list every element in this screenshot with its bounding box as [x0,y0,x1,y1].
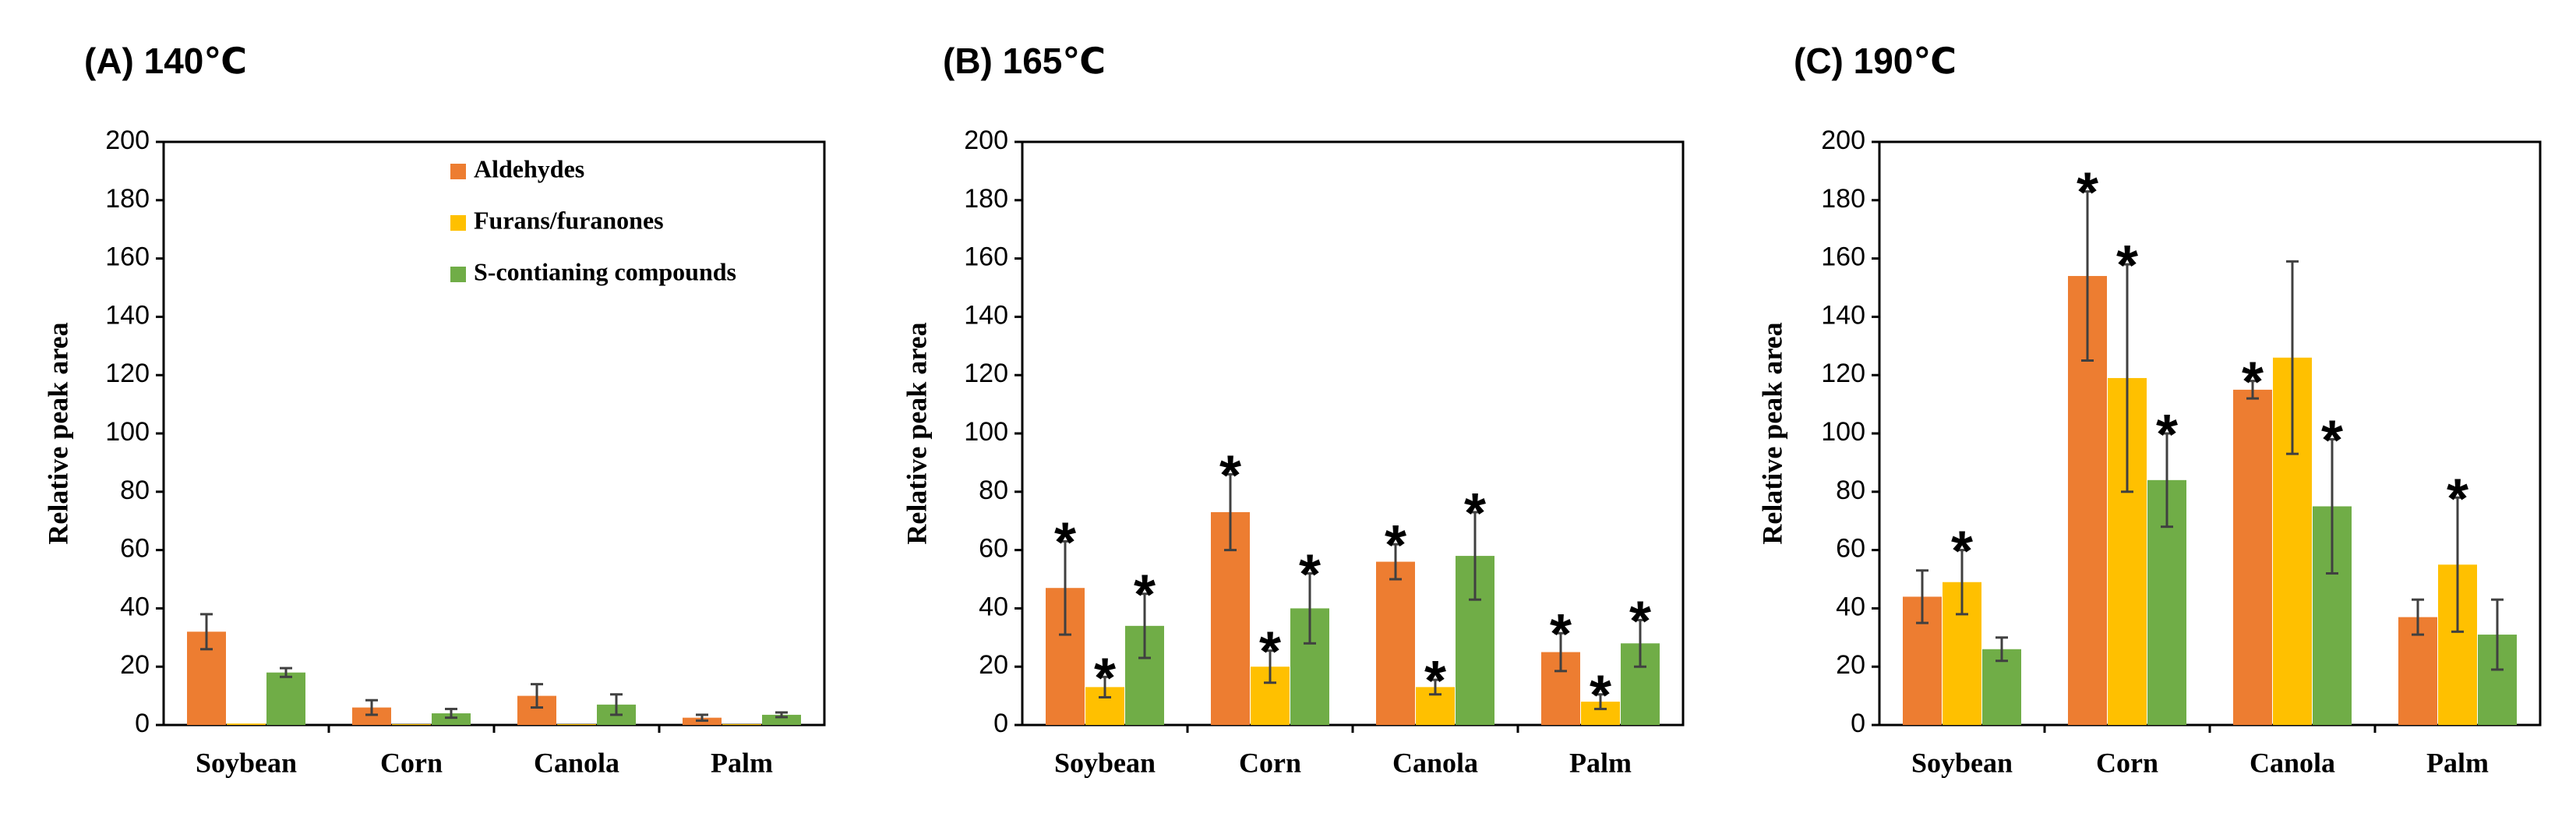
y-tick-label: 200 [1821,126,1865,155]
chart-panel-2: (C) 190℃ 0 20 40 60 80 100 120 140 160 180 200 Relat… [1756,41,2542,778]
significance-marker: * [2116,235,2138,297]
y-tick-label: 200 [964,126,1008,155]
bar-s-contianing-compounds-soybean [266,672,305,725]
legend-swatch [450,215,466,231]
x-category-label: Soybean [1911,747,2013,778]
bar-aldehydes-canola [1376,561,1415,725]
x-category-label: Corn [1239,747,1301,778]
y-tick-label: 40 [1836,592,1865,621]
y-tick-label: 40 [120,592,150,621]
significance-marker: * [1094,647,1116,709]
bar-furans-furanones-corn [392,723,431,725]
y-tick-label: 60 [120,534,150,564]
panel-title: (C) 190℃ [1794,41,1957,81]
y-tick-label: 160 [1821,242,1865,272]
significance-marker: * [1219,444,1241,507]
y-tick-label: 40 [979,592,1008,621]
legend-swatch [450,164,466,179]
significance-marker: * [1134,564,1156,627]
y-tick-label: 80 [979,476,1008,505]
x-category-label: Palm [711,747,773,778]
plot-frame [1021,140,1685,727]
y-tick-label: 180 [105,184,150,214]
bar-s-contianing-compounds-corn [432,713,471,725]
significance-marker: * [1054,511,1076,574]
y-tick-label: 120 [964,359,1008,388]
y-tick-label: 120 [105,359,150,388]
y-tick-label: 100 [105,417,150,447]
y-axis-label: Relative peak area [42,322,73,544]
panel-title: (A) 140℃ [84,41,247,81]
y-tick-label: 20 [979,650,1008,680]
significance-marker: * [1259,621,1281,684]
bar-furans-furanones-palm [722,723,761,725]
x-category-label: Palm [2426,747,2489,778]
significance-marker: * [1424,650,1446,713]
x-category-label: Corn [2096,747,2158,778]
x-category-label: Canola [534,747,619,778]
legend-swatch [450,267,466,282]
x-category-label: Soybean [1054,747,1156,778]
legend-label: Aldehydes [474,154,584,182]
y-tick-label: 140 [105,300,150,330]
significance-marker: * [1590,665,1611,727]
y-tick-label: 20 [120,650,150,680]
y-tick-label: 140 [964,300,1008,330]
y-tick-label: 160 [964,242,1008,272]
significance-marker: * [2321,409,2343,472]
bar-furans-furanones-canola [557,723,596,725]
significance-marker: * [2156,404,2178,466]
significance-marker: * [1629,590,1651,652]
y-axis-label: Relative peak area [1756,322,1787,544]
y-tick-label: 20 [1836,650,1865,680]
y-tick-label: 0 [1851,709,1865,738]
chart-panel-1: (B) 165℃ 0 20 40 60 80 100 120 140 160 180 200 Relat… [901,41,1685,778]
bar-s-contianing-compounds-palm [762,714,801,725]
legend-label: Furans/furanones [474,206,664,234]
chart-panel-0: (A) 140℃ 0 20 40 60 80 100 120 140 160 180 200 Relat… [42,41,826,778]
bar-aldehydes-canola [2233,389,2272,725]
y-tick-label: 80 [120,476,150,505]
panel-title: (B) 165℃ [943,41,1106,81]
bar-furans-furanones-soybean [227,723,266,725]
significance-marker: * [1299,544,1321,607]
y-tick-label: 120 [1821,359,1865,388]
significance-marker: * [2242,352,2264,414]
y-tick-label: 60 [979,534,1008,564]
significance-marker: * [1550,603,1572,666]
y-tick-label: 200 [105,126,150,155]
bar-aldehydes-corn [352,707,391,725]
significance-marker: * [2447,468,2468,530]
x-category-label: Canola [1392,747,1478,778]
x-category-label: Palm [1569,747,1632,778]
y-tick-label: 60 [1836,534,1865,564]
x-category-label: Corn [380,747,443,778]
significance-marker: * [2077,162,2098,225]
significance-marker: * [1951,521,1973,583]
y-axis-label: Relative peak area [901,322,932,544]
y-tick-label: 0 [993,709,1008,738]
y-tick-label: 100 [964,417,1008,447]
significance-marker: * [1464,483,1486,545]
significance-marker: * [1385,515,1406,577]
y-tick-label: 140 [1821,300,1865,330]
x-category-label: Canola [2250,747,2335,778]
y-tick-label: 80 [1836,476,1865,505]
y-tick-label: 0 [135,709,150,738]
y-tick-label: 160 [105,242,150,272]
y-tick-label: 100 [1821,417,1865,447]
legend-label: S-contianing compounds [474,257,736,285]
y-tick-label: 180 [1821,184,1865,214]
y-tick-label: 180 [964,184,1008,214]
x-category-label: Soybean [196,747,297,778]
